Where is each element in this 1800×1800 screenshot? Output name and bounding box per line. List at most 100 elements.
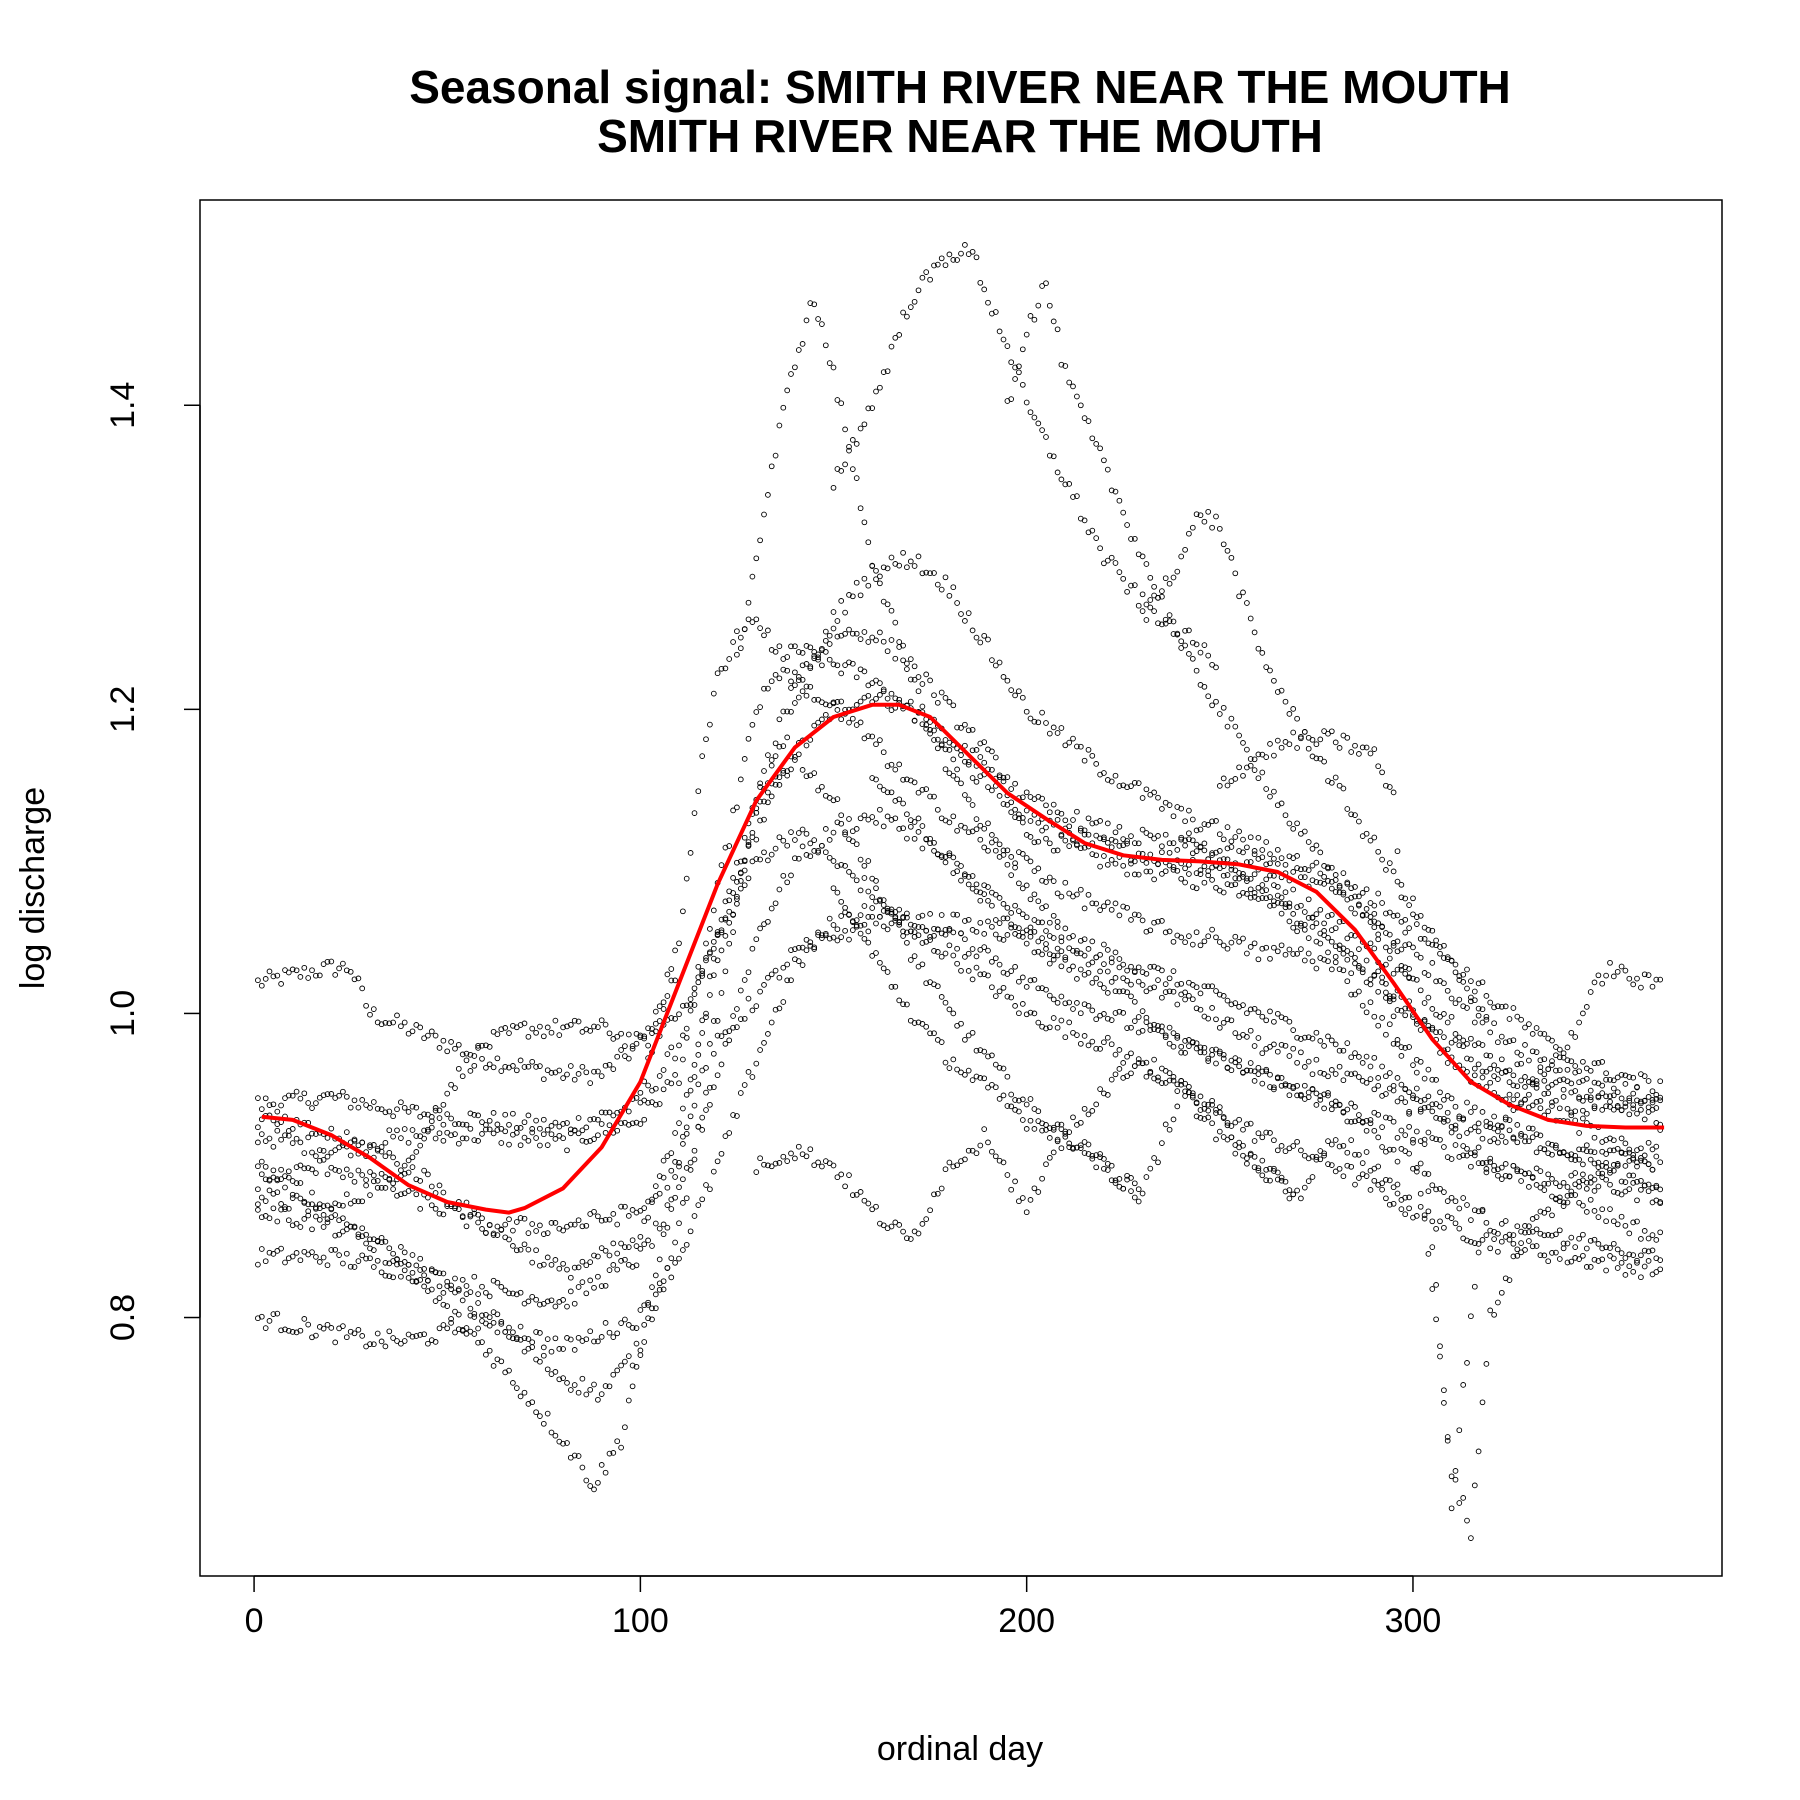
data-point bbox=[865, 539, 872, 546]
data-point bbox=[1267, 903, 1273, 909]
data-point bbox=[734, 1006, 740, 1012]
data-point bbox=[436, 1182, 443, 1189]
data-point bbox=[490, 1064, 497, 1071]
data-point bbox=[1363, 1149, 1370, 1155]
data-point bbox=[1232, 776, 1239, 782]
data-point bbox=[1232, 875, 1239, 882]
data-point bbox=[880, 564, 887, 571]
data-point bbox=[873, 576, 879, 583]
data-point bbox=[436, 1045, 443, 1051]
data-point bbox=[911, 298, 918, 305]
data-point bbox=[884, 648, 891, 655]
data-point bbox=[309, 1189, 315, 1196]
data-point bbox=[946, 699, 953, 705]
data-point bbox=[1216, 991, 1223, 998]
data-point bbox=[985, 918, 991, 925]
data-point bbox=[1178, 991, 1185, 998]
data-point bbox=[931, 925, 937, 932]
data-point bbox=[1035, 898, 1042, 905]
data-point bbox=[1398, 881, 1405, 888]
data-point bbox=[1510, 1072, 1517, 1079]
data-point bbox=[1468, 1056, 1474, 1063]
data-point bbox=[1591, 1060, 1598, 1067]
data-point bbox=[1325, 1161, 1331, 1167]
data-point bbox=[1023, 1101, 1030, 1108]
data-point bbox=[1016, 908, 1022, 914]
data-point bbox=[513, 1129, 520, 1136]
data-point bbox=[996, 988, 1003, 995]
data-point bbox=[1448, 1095, 1455, 1102]
data-point bbox=[1383, 989, 1389, 996]
data-point bbox=[1058, 725, 1065, 731]
data-point bbox=[1603, 1093, 1609, 1100]
data-point bbox=[540, 1344, 547, 1351]
data-point bbox=[1313, 842, 1320, 849]
data-point bbox=[336, 1202, 342, 1208]
data-point bbox=[1259, 769, 1266, 776]
data-point bbox=[1282, 889, 1289, 896]
data-point bbox=[1545, 1084, 1552, 1091]
data-point bbox=[529, 1259, 536, 1266]
data-point bbox=[459, 1121, 466, 1128]
data-point bbox=[262, 1198, 269, 1204]
data-point bbox=[1074, 976, 1080, 982]
data-point bbox=[1456, 1225, 1463, 1232]
data-point bbox=[1383, 1091, 1389, 1097]
data-point bbox=[1634, 1097, 1640, 1104]
data-point bbox=[977, 754, 984, 760]
data-point bbox=[517, 1125, 524, 1131]
data-point bbox=[772, 1160, 779, 1167]
data-point bbox=[1502, 1068, 1509, 1074]
data-point bbox=[324, 1202, 331, 1209]
data-point bbox=[904, 564, 910, 571]
data-point bbox=[996, 1096, 1003, 1102]
data-point bbox=[498, 1358, 505, 1365]
data-point bbox=[1174, 1035, 1181, 1041]
data-point bbox=[888, 761, 895, 768]
data-point bbox=[907, 921, 914, 928]
data-point bbox=[390, 1113, 396, 1120]
data-point bbox=[1564, 1199, 1571, 1206]
data-point bbox=[683, 875, 690, 882]
data-point bbox=[1356, 1151, 1362, 1158]
data-point bbox=[1162, 575, 1169, 582]
data-point bbox=[459, 1276, 466, 1283]
data-point bbox=[1027, 1096, 1034, 1102]
data-point bbox=[1317, 870, 1324, 877]
data-point bbox=[1614, 1089, 1621, 1096]
data-point bbox=[1070, 817, 1076, 823]
data-point bbox=[537, 1063, 543, 1069]
data-point bbox=[471, 1314, 478, 1320]
data-point bbox=[946, 1065, 953, 1071]
data-point bbox=[452, 1131, 458, 1137]
data-point bbox=[1479, 1042, 1486, 1048]
data-point bbox=[1568, 1109, 1575, 1116]
data-point bbox=[1468, 1217, 1474, 1223]
data-point bbox=[1282, 1148, 1289, 1155]
data-point bbox=[687, 996, 694, 1002]
data-point bbox=[1518, 1168, 1524, 1175]
data-point bbox=[1155, 620, 1161, 627]
data-point bbox=[1336, 1102, 1343, 1108]
data-point bbox=[278, 1176, 284, 1182]
data-point bbox=[1441, 1189, 1447, 1195]
data-point bbox=[753, 856, 760, 862]
data-point bbox=[714, 929, 721, 935]
data-point bbox=[1074, 947, 1080, 954]
data-point bbox=[1116, 1047, 1123, 1053]
data-point bbox=[1000, 778, 1007, 785]
data-point bbox=[1282, 1082, 1289, 1089]
data-point bbox=[417, 1113, 424, 1120]
data-point bbox=[1062, 817, 1069, 824]
data-point bbox=[587, 1386, 594, 1393]
data-point bbox=[703, 1182, 709, 1188]
data-point bbox=[305, 1212, 312, 1219]
data-point bbox=[498, 1140, 505, 1146]
data-point bbox=[409, 1269, 416, 1276]
data-point bbox=[398, 1135, 404, 1141]
data-point bbox=[857, 698, 864, 705]
data-point bbox=[838, 898, 845, 905]
data-point bbox=[1556, 1149, 1563, 1156]
data-point bbox=[1375, 1075, 1382, 1081]
data-point bbox=[776, 974, 783, 981]
